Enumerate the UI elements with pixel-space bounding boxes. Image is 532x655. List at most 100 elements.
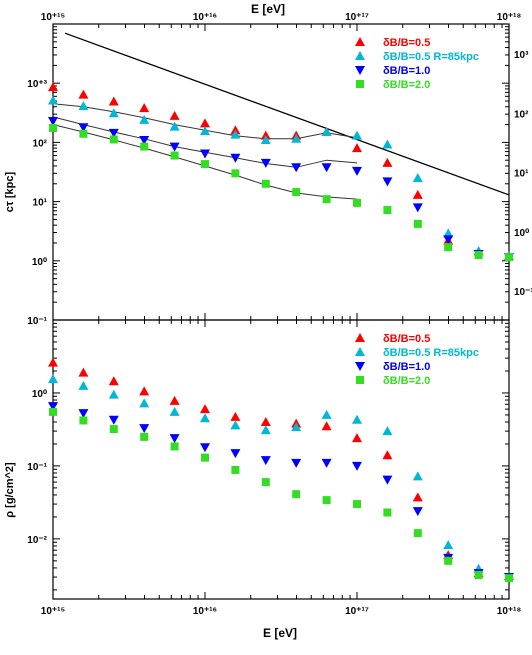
data-point [260, 416, 271, 426]
legend-marker [355, 333, 365, 342]
data-point [230, 129, 241, 139]
legend-marker [355, 51, 365, 60]
x-tick-label-bottom: 10⁺¹⁸ [497, 606, 522, 617]
legend-label: δB/B=2.0 [383, 79, 430, 91]
data-point [352, 433, 362, 443]
top-axis-label: E [eV] [251, 2, 285, 16]
data-point [109, 135, 118, 144]
data-point [321, 126, 332, 136]
data-point [352, 414, 362, 424]
data-point [383, 508, 392, 517]
data-point [200, 443, 210, 453]
data-point [353, 198, 361, 207]
legend-marker [355, 37, 365, 46]
data-point [169, 142, 180, 152]
data-point [48, 357, 58, 367]
x-tick-label-bottom: 10⁺¹⁵ [41, 606, 66, 617]
right-tick-label: 10¹ [514, 169, 529, 180]
data-point [108, 108, 119, 118]
legend-label: δB/B=0.5 R=85kpc [383, 51, 479, 63]
data-point [108, 415, 119, 425]
data-point [139, 114, 150, 124]
legend-label: δB/B=0.5 [383, 333, 430, 345]
data-point [78, 380, 89, 390]
data-point [108, 128, 119, 138]
data-point [200, 126, 210, 136]
data-point [169, 121, 180, 131]
data-point [444, 556, 453, 565]
x-tick-label-top: 10⁺¹⁵ [41, 12, 66, 23]
y-tick-label: 10⁰ [32, 389, 47, 400]
data-point [48, 116, 58, 126]
data-point [413, 219, 422, 228]
data-point [321, 409, 332, 419]
data-point [139, 424, 150, 434]
reference-line [64, 32, 510, 196]
data-point [261, 478, 270, 487]
data-point [321, 458, 332, 468]
data-point [169, 395, 180, 405]
data-point [139, 398, 150, 408]
data-point [382, 450, 393, 460]
data-point [48, 95, 58, 105]
data-point [383, 206, 392, 215]
data-point [474, 251, 483, 260]
bottom-axis-label: E [eV] [263, 626, 297, 640]
data-point [108, 376, 119, 386]
bottom-panel: 10⁺¹⁵ 10⁺¹⁶ 10⁺¹⁷ 10⁺¹⁸ 10⁰ 10⁻¹ 10⁻² δB/B=0.5 δ… [27, 319, 522, 617]
data-point [443, 235, 454, 245]
y-tick-label: 10⁻² [27, 535, 47, 546]
data-point [139, 103, 150, 113]
data-point [108, 389, 119, 399]
data-point [412, 507, 423, 517]
right-tick-label: 10⁰ [514, 228, 529, 239]
data-point [474, 570, 483, 579]
data-point [108, 96, 119, 106]
data-point [230, 420, 241, 430]
data-point [230, 411, 241, 421]
data-point [170, 442, 179, 451]
data-point [78, 409, 89, 419]
data-point [292, 490, 301, 499]
data-point [200, 149, 210, 159]
data-point [412, 173, 423, 183]
data-point [78, 101, 89, 111]
data-point [230, 153, 241, 163]
data-point [231, 465, 240, 474]
data-point [140, 142, 149, 151]
top-panel-ylabel: cτ [kpc] [4, 171, 16, 212]
data-point [412, 189, 423, 199]
data-point [169, 434, 180, 444]
data-point [140, 432, 149, 441]
data-point [352, 143, 362, 153]
y-tick-label: 10¹ [33, 198, 48, 209]
data-point [505, 253, 513, 262]
data-point [169, 406, 180, 416]
y-tick-label: 10⁻¹ [27, 316, 47, 327]
top-panel: 10⁺¹⁵ 10⁺¹⁶ 10⁺¹⁷ 10⁺¹⁸ 10⁺³ 10² 10¹ 10⁰ 10⁻¹ 10³… [27, 12, 532, 327]
plot-frame [52, 319, 510, 600]
data-point [78, 89, 89, 99]
data-point [200, 118, 210, 128]
x-tick-label-bottom: 10⁺¹⁶ [193, 606, 217, 617]
data-point [48, 402, 58, 412]
data-point [201, 453, 209, 462]
right-tick-label: 10³ [514, 50, 529, 61]
data-point [260, 158, 271, 168]
data-point [291, 422, 302, 432]
legend-label: δB/B=1.0 [383, 65, 430, 77]
legend-label: δB/B=1.0 [383, 361, 430, 373]
data-point [321, 421, 332, 431]
legend-marker [356, 80, 364, 88]
data-point [412, 203, 423, 213]
data-point [79, 129, 88, 138]
x-tick-label-top: 10⁺¹⁶ [193, 12, 217, 23]
legend-label: δB/B=0.5 [383, 37, 430, 49]
data-point [321, 163, 332, 173]
legend-marker [356, 376, 364, 384]
data-point [109, 425, 118, 434]
data-point [412, 471, 423, 481]
y-tick-label: 10⁺³ [27, 79, 47, 90]
